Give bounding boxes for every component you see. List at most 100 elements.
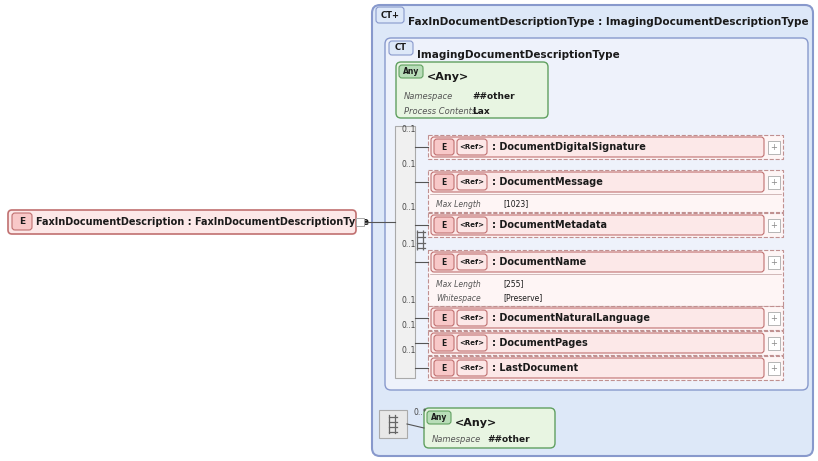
FancyBboxPatch shape bbox=[434, 310, 454, 326]
Bar bbox=[356, 218, 364, 226]
Text: ##other: ##other bbox=[487, 435, 529, 443]
FancyBboxPatch shape bbox=[457, 360, 487, 376]
Bar bbox=[428, 356, 783, 380]
FancyBboxPatch shape bbox=[8, 210, 356, 234]
Text: [255]: [255] bbox=[503, 279, 524, 289]
Bar bbox=[428, 331, 783, 355]
Text: +: + bbox=[771, 142, 777, 152]
Text: : DocumentPages: : DocumentPages bbox=[492, 338, 588, 348]
FancyBboxPatch shape bbox=[427, 411, 451, 424]
Text: +: + bbox=[771, 177, 777, 187]
FancyBboxPatch shape bbox=[431, 215, 764, 235]
FancyBboxPatch shape bbox=[385, 38, 808, 390]
Text: E: E bbox=[442, 142, 447, 152]
Text: <Ref>: <Ref> bbox=[460, 340, 484, 346]
Text: : DocumentMessage: : DocumentMessage bbox=[492, 177, 603, 187]
Text: E: E bbox=[19, 217, 25, 226]
Text: E: E bbox=[442, 338, 447, 348]
Bar bbox=[768, 312, 780, 325]
Text: 0..1: 0..1 bbox=[402, 160, 416, 169]
Text: <Ref>: <Ref> bbox=[460, 144, 484, 150]
Text: <Ref>: <Ref> bbox=[460, 315, 484, 321]
Text: <Ref>: <Ref> bbox=[460, 179, 484, 185]
Text: E: E bbox=[442, 313, 447, 323]
Text: [1023]: [1023] bbox=[503, 200, 528, 208]
Text: +: + bbox=[771, 258, 777, 266]
Text: Any: Any bbox=[431, 413, 447, 422]
FancyBboxPatch shape bbox=[434, 174, 454, 190]
FancyBboxPatch shape bbox=[372, 5, 813, 456]
FancyBboxPatch shape bbox=[424, 408, 555, 448]
Text: Namespace: Namespace bbox=[404, 91, 453, 100]
FancyBboxPatch shape bbox=[434, 335, 454, 351]
Text: CT+: CT+ bbox=[380, 11, 399, 19]
Bar bbox=[768, 255, 780, 268]
Text: E: E bbox=[442, 220, 447, 230]
Text: 0..1: 0..1 bbox=[402, 203, 416, 212]
Text: 0..1: 0..1 bbox=[402, 321, 416, 330]
Text: <Any>: <Any> bbox=[455, 418, 497, 428]
FancyBboxPatch shape bbox=[434, 360, 454, 376]
Text: +: + bbox=[771, 338, 777, 348]
FancyBboxPatch shape bbox=[434, 139, 454, 155]
Text: E: E bbox=[442, 177, 447, 187]
FancyBboxPatch shape bbox=[376, 7, 404, 23]
Text: : DocumentMetadata: : DocumentMetadata bbox=[492, 220, 607, 230]
Text: ##other: ##other bbox=[472, 91, 515, 100]
Text: Max Length: Max Length bbox=[436, 279, 481, 289]
FancyBboxPatch shape bbox=[431, 137, 764, 157]
Bar bbox=[768, 141, 780, 154]
FancyBboxPatch shape bbox=[12, 213, 32, 230]
Text: : LastDocument: : LastDocument bbox=[492, 363, 578, 373]
Text: 0..1: 0..1 bbox=[402, 296, 416, 305]
FancyBboxPatch shape bbox=[431, 252, 764, 272]
FancyBboxPatch shape bbox=[389, 41, 413, 55]
Text: Whitespace: Whitespace bbox=[436, 294, 481, 302]
Text: <Ref>: <Ref> bbox=[460, 222, 484, 228]
Text: CT: CT bbox=[395, 43, 407, 53]
Text: +: + bbox=[771, 313, 777, 323]
Text: [Preserve]: [Preserve] bbox=[503, 294, 542, 302]
Bar bbox=[768, 361, 780, 374]
FancyBboxPatch shape bbox=[431, 333, 764, 353]
Text: FaxInDocumentDescription : FaxInDocumentDescriptionType: FaxInDocumentDescription : FaxInDocument… bbox=[36, 217, 369, 227]
Text: E: E bbox=[442, 364, 447, 372]
Bar bbox=[768, 337, 780, 349]
FancyBboxPatch shape bbox=[457, 217, 487, 233]
Text: <Ref>: <Ref> bbox=[460, 259, 484, 265]
Text: Max Length: Max Length bbox=[436, 200, 481, 208]
FancyBboxPatch shape bbox=[457, 139, 487, 155]
Text: Namespace: Namespace bbox=[432, 435, 481, 443]
FancyBboxPatch shape bbox=[399, 65, 423, 78]
Bar bbox=[768, 176, 780, 189]
Text: : DocumentDigitalSignature: : DocumentDigitalSignature bbox=[492, 142, 646, 152]
Text: 0..1: 0..1 bbox=[402, 346, 416, 355]
Bar bbox=[768, 219, 780, 231]
Bar bbox=[379, 410, 407, 438]
Text: <Ref>: <Ref> bbox=[460, 365, 484, 371]
FancyBboxPatch shape bbox=[431, 308, 764, 328]
Text: Any: Any bbox=[402, 67, 419, 76]
Text: E: E bbox=[442, 258, 447, 266]
Text: ImagingDocumentDescriptionType: ImagingDocumentDescriptionType bbox=[417, 50, 620, 60]
Text: 0..1: 0..1 bbox=[402, 240, 416, 249]
Text: 0..1: 0..1 bbox=[402, 125, 416, 134]
Text: 0..*: 0..* bbox=[414, 408, 428, 416]
Bar bbox=[428, 170, 783, 212]
Bar bbox=[428, 213, 783, 237]
Text: <Any>: <Any> bbox=[427, 72, 470, 82]
Text: : DocumentNaturalLanguage: : DocumentNaturalLanguage bbox=[492, 313, 650, 323]
Bar bbox=[428, 135, 783, 159]
FancyBboxPatch shape bbox=[457, 335, 487, 351]
Bar bbox=[428, 250, 783, 306]
Text: : DocumentName: : DocumentName bbox=[492, 257, 587, 267]
Bar bbox=[395, 126, 415, 378]
FancyBboxPatch shape bbox=[434, 217, 454, 233]
FancyBboxPatch shape bbox=[434, 254, 454, 270]
FancyBboxPatch shape bbox=[431, 172, 764, 192]
FancyBboxPatch shape bbox=[457, 254, 487, 270]
Text: Process Contents: Process Contents bbox=[404, 106, 476, 116]
FancyBboxPatch shape bbox=[396, 62, 548, 118]
Text: +: + bbox=[771, 364, 777, 372]
Text: FaxInDocumentDescriptionType : ImagingDocumentDescriptionType: FaxInDocumentDescriptionType : ImagingDo… bbox=[408, 17, 809, 27]
